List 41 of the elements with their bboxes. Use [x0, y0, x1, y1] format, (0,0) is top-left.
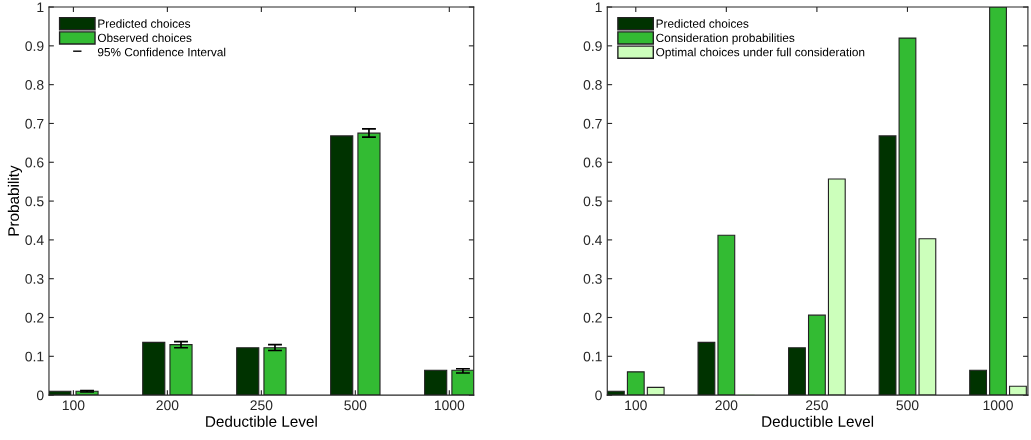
y-tick-label: 0.6	[583, 157, 602, 168]
y-tick-label: 0.1	[583, 351, 602, 362]
y-tick-label: 0.3	[583, 274, 602, 284]
y-tick-label: 0.1	[25, 351, 44, 362]
y-tick-label: 0.7	[583, 118, 602, 129]
annotation: 95% Confidence Interval	[97, 47, 226, 57]
x-tick-label: 500	[344, 400, 367, 411]
x-tick-label: 200	[156, 400, 179, 411]
x-tick-label: 1000	[983, 400, 1013, 411]
x-tick-label: 100	[625, 400, 647, 411]
y-tick-label: 1	[595, 2, 602, 13]
y-tick-label: 0.5	[25, 196, 44, 207]
y-tick-label: 0.3	[25, 274, 44, 284]
y-tick-label: 0.4	[25, 235, 44, 246]
y-tick-label: 0.8	[25, 79, 44, 90]
y-tick-label: 1	[37, 2, 44, 13]
y-tick-label: 0.2	[583, 312, 602, 323]
y-tick-label: 0	[595, 390, 602, 401]
x-tick-label: 1000	[434, 400, 465, 411]
y-tick-label: 0.2	[25, 312, 44, 323]
x-tick-label: 250	[806, 400, 828, 411]
legend-label: Predicted choices	[98, 19, 191, 28]
x-tick-label: 500	[896, 400, 919, 411]
x-tick-label: 250	[250, 400, 273, 411]
y-tick-label: 0.5	[583, 196, 602, 207]
x-tick-label: 100	[62, 400, 85, 411]
y-tick-label: 0.6	[25, 157, 44, 168]
y-axis-title: Probability	[7, 165, 23, 236]
y-tick-label: 0.4	[583, 235, 602, 246]
legend-label: Consideration probabilities	[656, 33, 795, 45]
y-tick-label: 0.7	[25, 118, 44, 129]
y-tick-label: 0.9	[583, 41, 602, 52]
legend-label: Predicted choices	[656, 19, 749, 28]
x-tick-label: 200	[715, 400, 738, 411]
y-tick-label: 0	[36, 390, 44, 401]
x-axis-title: Deductible Level	[206, 415, 317, 427]
x-axis-title: Deductible Level	[762, 415, 874, 427]
y-tick-label: 0.9	[25, 41, 44, 52]
legend-label: Observed choices	[97, 33, 192, 43]
legend-label: Optimal choices under full consideration	[656, 47, 865, 59]
y-tick-label: 0.8	[583, 79, 602, 90]
